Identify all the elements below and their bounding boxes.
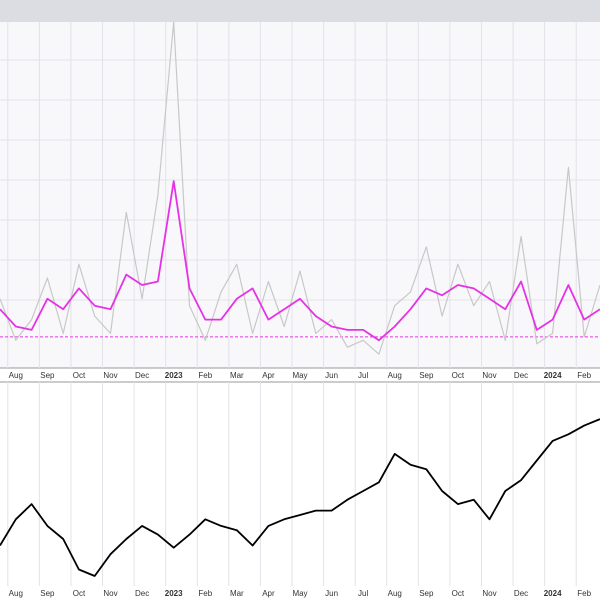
series-line xyxy=(0,180,600,342)
x-tick-label: Sep xyxy=(40,589,55,598)
series-line xyxy=(0,21,600,355)
x-tick-label: May xyxy=(292,589,307,598)
x-tick-label: Nov xyxy=(103,371,117,380)
x-tick-label: Aug xyxy=(9,589,23,598)
x-tick-label: Oct xyxy=(73,589,86,598)
x-tick-label: Aug xyxy=(9,371,23,380)
x-tick-label: Aug xyxy=(388,589,402,598)
x-tick-label: Dec xyxy=(135,371,149,380)
x-tick-label: Dec xyxy=(135,589,149,598)
x-tick-label: Jul xyxy=(358,589,368,598)
x-tick-label: Feb xyxy=(577,371,591,380)
x-tick-label: Oct xyxy=(73,371,86,380)
x-tick-label: Oct xyxy=(452,371,465,380)
x-tick-label: 2024 xyxy=(544,589,562,598)
x-tick-label: Jul xyxy=(358,371,368,380)
x-tick-label: Sep xyxy=(40,371,55,380)
x-tick-label: Oct xyxy=(452,589,465,598)
x-tick-label: Sep xyxy=(419,589,434,598)
x-tick-label: Dec xyxy=(514,589,528,598)
x-tick-label: Jun xyxy=(325,589,338,598)
x-tick-label: May xyxy=(292,371,307,380)
x-tick-label: Nov xyxy=(482,589,496,598)
x-tick-label: Nov xyxy=(482,371,496,380)
x-tick-label: Feb xyxy=(198,589,212,598)
x-tick-label: Dec xyxy=(514,371,528,380)
x-tick-label: Nov xyxy=(103,589,117,598)
x-tick-label: 2023 xyxy=(165,371,183,380)
top-axis-strip xyxy=(0,368,600,382)
x-tick-label: Apr xyxy=(262,371,275,380)
x-tick-label: Jun xyxy=(325,371,338,380)
x-tick-label: Aug xyxy=(388,371,402,380)
bottom-panel xyxy=(0,382,600,586)
x-tick-label: Sep xyxy=(419,371,434,380)
x-tick-label: 2024 xyxy=(544,371,562,380)
x-tick-label: Feb xyxy=(577,589,591,598)
top-panel xyxy=(0,22,600,368)
x-tick-label: 2023 xyxy=(165,589,183,598)
x-tick-label: Feb xyxy=(198,371,212,380)
x-tick-label: Apr xyxy=(262,589,275,598)
x-tick-label: Mar xyxy=(230,589,244,598)
x-tick-label: Mar xyxy=(230,371,244,380)
header-bar xyxy=(0,0,600,22)
series-line xyxy=(0,418,600,577)
